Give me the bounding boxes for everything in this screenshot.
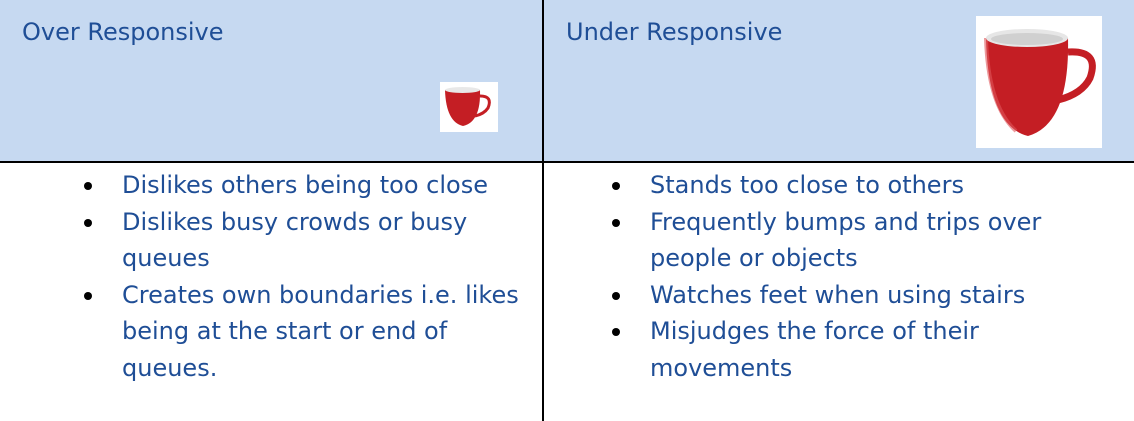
body-cell: Stands too close to others Frequently bum…: [542, 163, 1134, 421]
bullet-item: Dislikes busy crowds or busy queues: [84, 204, 522, 277]
bullet-item: Stands too close to others: [612, 167, 1100, 204]
bullet-item: Watches feet when using stairs: [612, 277, 1100, 314]
header-cell: Over Responsive: [0, 0, 542, 163]
cup-icon-large: [976, 16, 1102, 148]
header-title: Under Responsive: [566, 18, 783, 46]
bullet-list: Dislikes others being too close Dislikes …: [0, 163, 522, 386]
bullet-list: Stands too close to others Frequently bum…: [544, 163, 1100, 386]
header-title: Over Responsive: [22, 18, 224, 46]
header-cell: Under Responsive: [542, 0, 1134, 163]
cup-icon-small: [440, 82, 498, 132]
bullet-item: Frequently bumps and trips over people o…: [612, 204, 1100, 277]
bullet-item: Dislikes others being too close: [84, 167, 522, 204]
body-cell: Dislikes others being too close Dislikes …: [0, 163, 542, 421]
bullet-item: Misjudges the force of their movements: [612, 313, 1100, 386]
bullet-item: Creates own boundaries i.e. likes being …: [84, 277, 522, 387]
